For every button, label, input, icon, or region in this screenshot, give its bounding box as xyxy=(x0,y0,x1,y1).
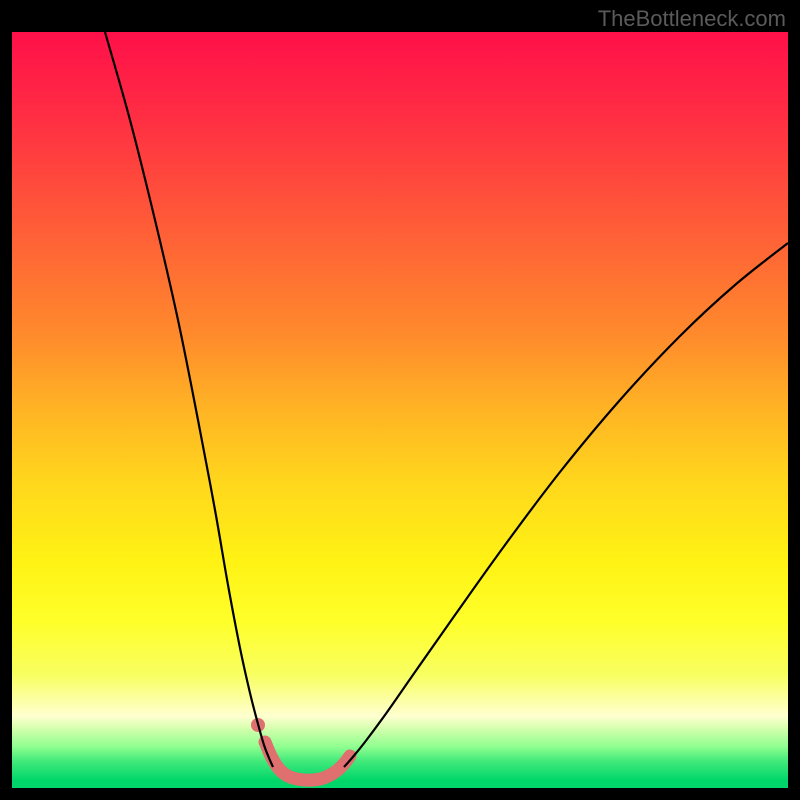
bottleneck-chart: TheBottleneck.com xyxy=(0,0,800,800)
chart-svg xyxy=(0,0,800,800)
plot-background xyxy=(12,32,788,788)
watermark-text: TheBottleneck.com xyxy=(598,6,786,32)
